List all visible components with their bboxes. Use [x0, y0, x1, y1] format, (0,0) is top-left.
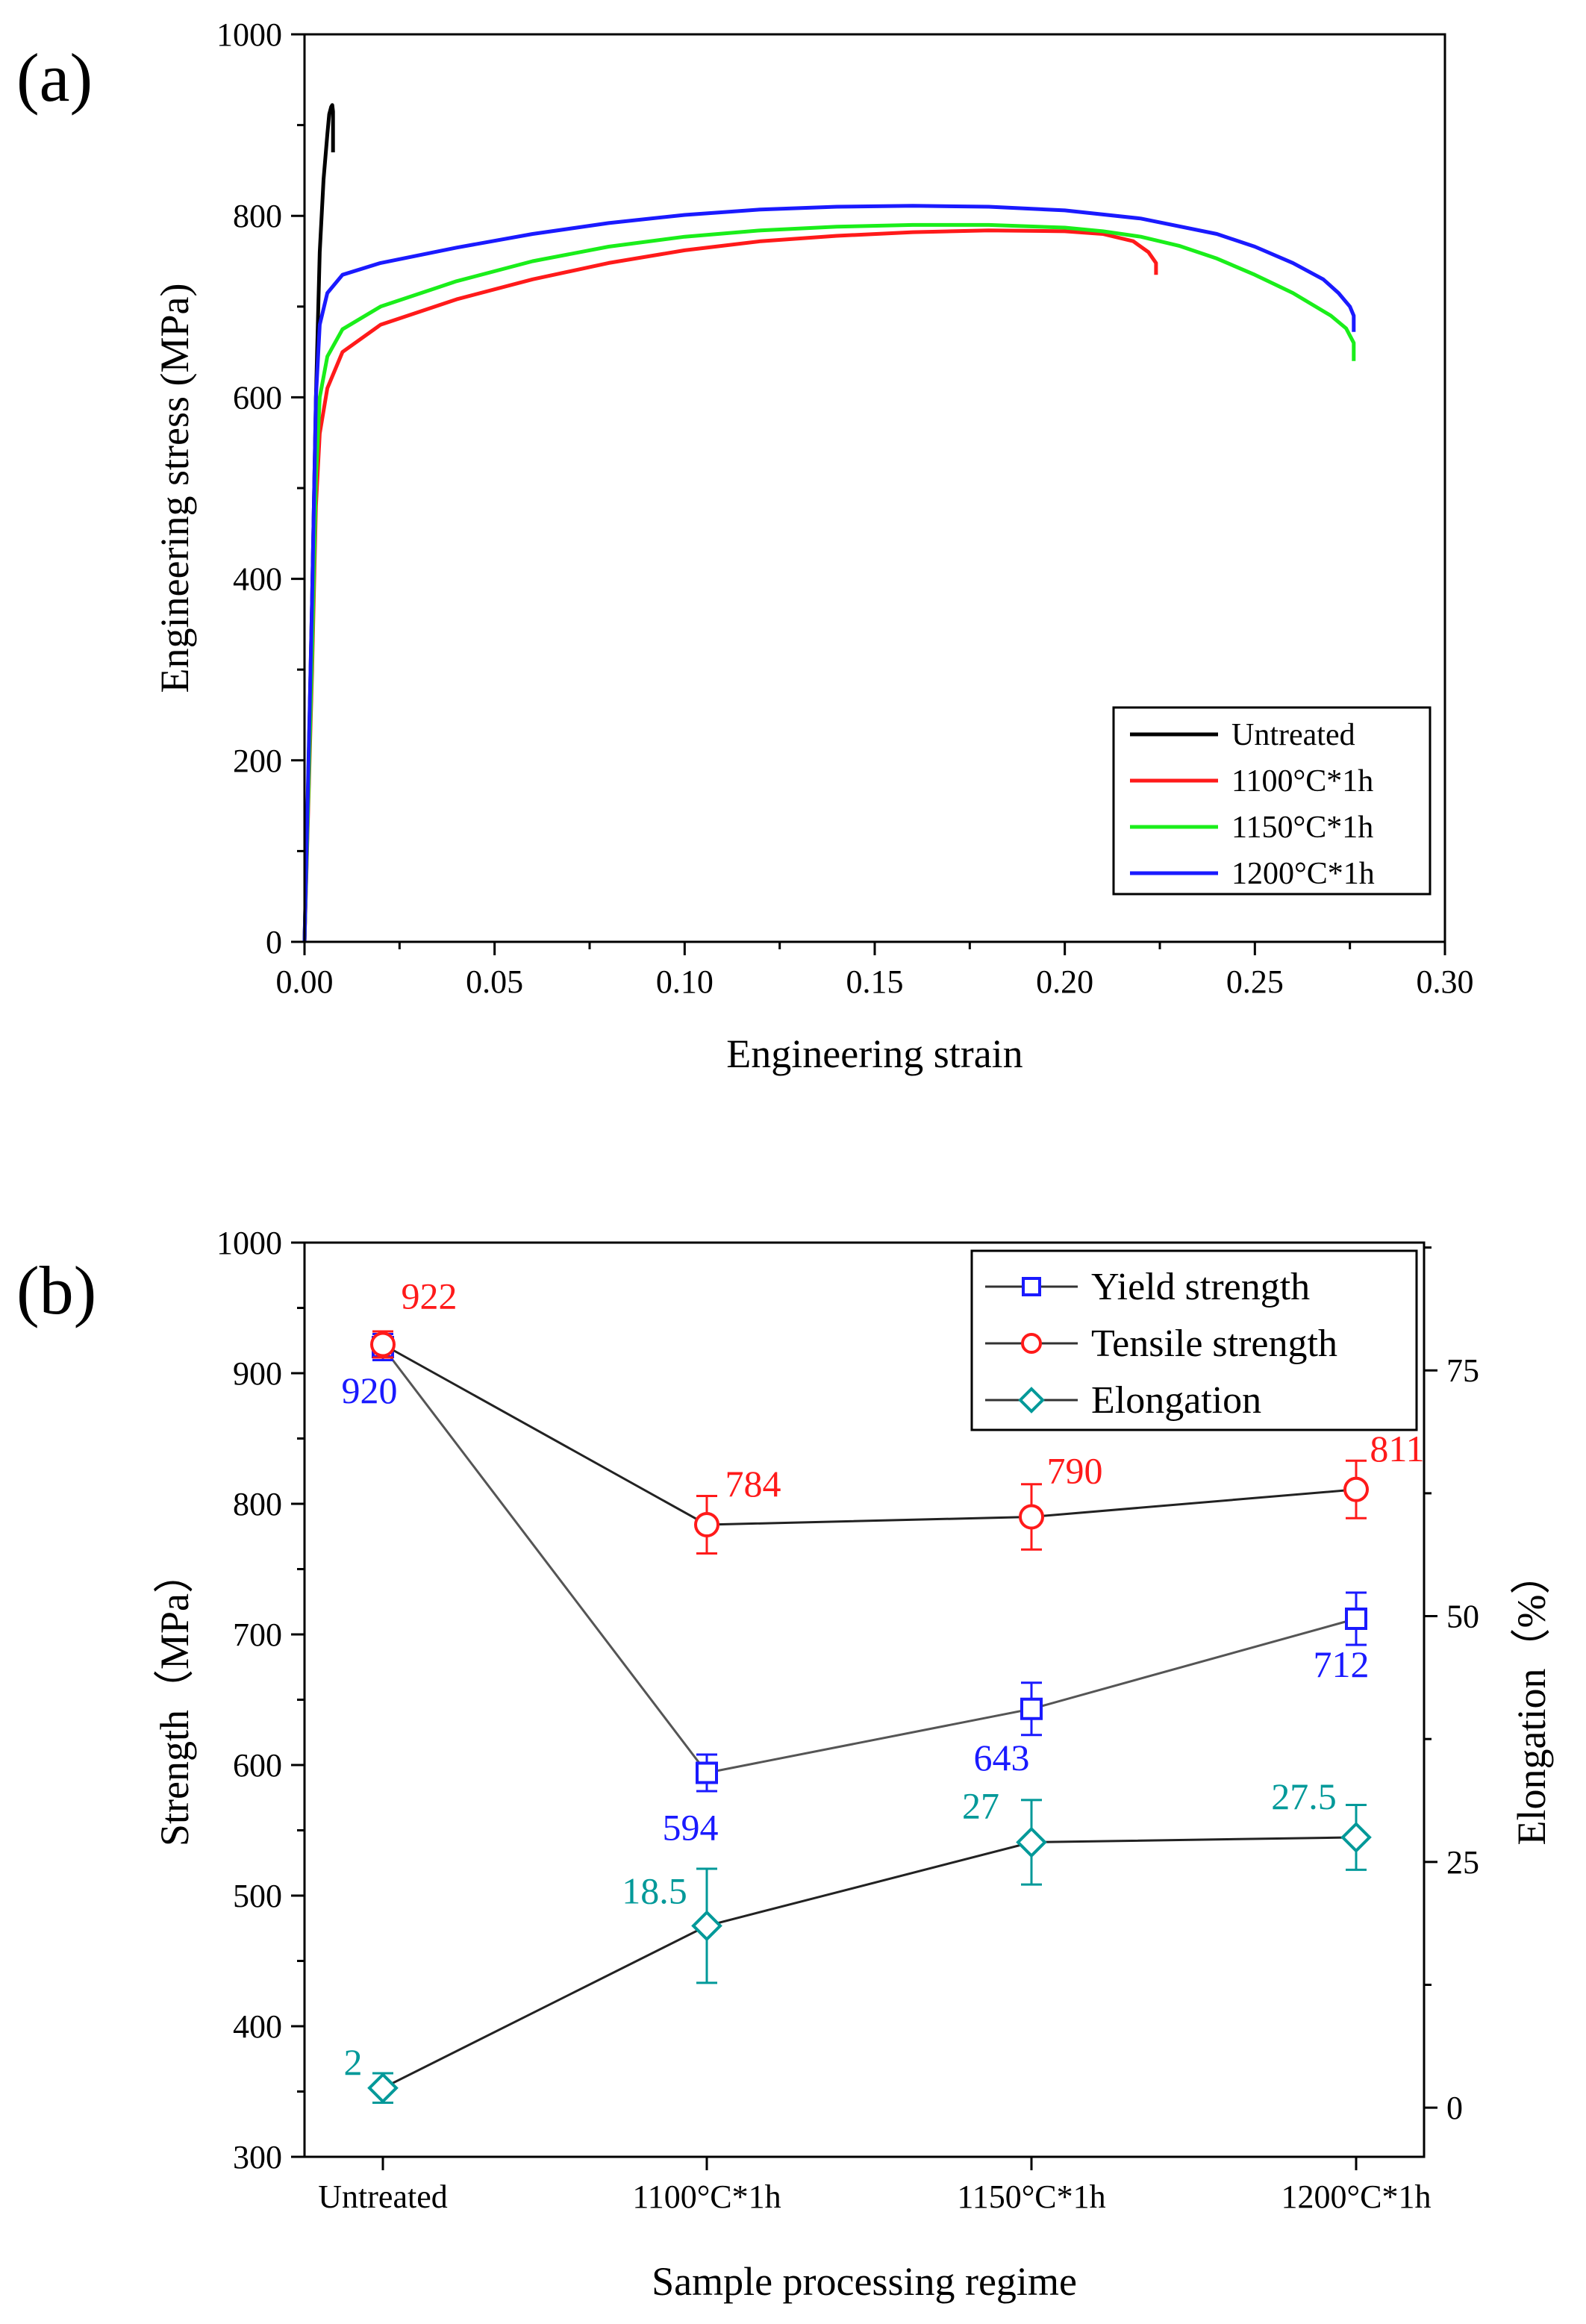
x-tick-label: Untreated — [318, 2178, 447, 2215]
data-point-diamond — [367, 2072, 399, 2104]
data-point-square — [1345, 1608, 1367, 1630]
data-point-square — [1020, 1697, 1043, 1720]
data-label: 594 — [663, 1807, 719, 1849]
legend-box — [1112, 706, 1432, 896]
y-tick-label: 900 — [233, 1355, 282, 1392]
y-tick-label: 400 — [233, 2008, 282, 2045]
data-point-circle — [370, 1331, 396, 1358]
series-line-1 — [382, 1343, 1357, 1526]
x-tick-label: 0.20 — [1036, 963, 1093, 1000]
y-tick-label: 500 — [233, 1878, 282, 1914]
series-line-2 — [302, 222, 1356, 943]
legend-label-2: Elongation — [1091, 1379, 1261, 1422]
y2-axis-title: Elongation（%） — [1509, 1555, 1554, 1846]
y-tick-label: 1000 — [216, 16, 282, 53]
panel-a-chart: (a) 0.00 0.05 0.10 0.15 0.20 0.25 0.30 0 200 400 60… — [16, 16, 1474, 1076]
data-label: 784 — [725, 1463, 781, 1505]
y2-tick-label: 50 — [1446, 1599, 1479, 1635]
data-point-circle — [1343, 1476, 1369, 1502]
data-label: 27.5 — [1271, 1775, 1337, 1817]
x-tick-label: 0.00 — [276, 963, 334, 1000]
x-tick-label: 1150°C*1h — [957, 2178, 1105, 2215]
x-tick-label: 1200°C*1h — [1281, 2178, 1432, 2215]
y-tick-label: 1000 — [216, 1225, 282, 1261]
series-line-1 — [302, 228, 1158, 943]
x-tick-label: 0.10 — [656, 963, 714, 1000]
legend-label-1: 1100°C*1h — [1231, 764, 1373, 799]
y-tick-label: 600 — [233, 379, 282, 416]
series-line-2 — [382, 1836, 1357, 2090]
data-point-circle — [694, 1512, 719, 1537]
data-point-square — [696, 1761, 718, 1784]
y2-tick-label: 0 — [1446, 2090, 1463, 2126]
x-tick-label: 0.25 — [1226, 963, 1284, 1000]
y2-tick-label: 75 — [1446, 1352, 1479, 1389]
x-tick-label: 0.05 — [466, 963, 523, 1000]
y2-tick-label: 25 — [1446, 1844, 1479, 1881]
data-label: 712 — [1314, 1643, 1370, 1685]
panel-b-chart: (b) 920 594 643 712 922 784 790 811 2 18.5 27 27.5 30… — [16, 1225, 1554, 2304]
x-axis-title: Sample processing regime — [652, 2259, 1077, 2304]
legend-label-2: 1150°C*1h — [1231, 810, 1373, 845]
x-tick-label: 0.15 — [846, 963, 904, 1000]
y-tick-label: 800 — [233, 1486, 282, 1522]
x-tick-label: 1100°C*1h — [632, 2178, 781, 2215]
data-point-diamond — [1016, 1826, 1047, 1858]
y-tick-label: 800 — [233, 198, 282, 234]
y-tick-label: 400 — [233, 561, 282, 598]
legend-label-0: Untreated — [1231, 718, 1355, 752]
y-tick-label: 0 — [266, 924, 282, 960]
data-label: 811 — [1370, 1428, 1424, 1469]
x-axis-title: Engineering strain — [726, 1031, 1023, 1076]
y-tick-label: 600 — [233, 1747, 282, 1784]
y-tick-label: 300 — [233, 2139, 282, 2175]
data-point-circle — [1019, 1504, 1044, 1530]
data-label: 27 — [962, 1784, 999, 1826]
series-line-0 — [381, 1346, 1357, 1775]
y-tick-label: 200 — [233, 743, 282, 779]
y-axis-title: Engineering stress (MPa) — [152, 284, 197, 693]
x-tick-label: 0.30 — [1417, 963, 1474, 1000]
y-axis-title: Strength（MPa） — [152, 1553, 197, 1846]
legend-label-1: Tensile strength — [1091, 1322, 1337, 1365]
data-point-diamond — [1340, 1822, 1372, 1853]
panel-label: (b) — [16, 1252, 96, 1328]
legend-label-3: 1200°C*1h — [1231, 857, 1375, 891]
series-line-3 — [302, 204, 1356, 943]
legend-marker-circle — [1021, 1333, 1042, 1354]
data-label: 790 — [1047, 1450, 1103, 1492]
data-label: 18.5 — [622, 1869, 687, 1911]
panel-label: (a) — [16, 40, 93, 116]
legend-label-0: Yield strength — [1091, 1266, 1310, 1308]
data-label: 643 — [974, 1737, 1030, 1778]
legend-marker-diamond — [1018, 1387, 1045, 1414]
legend-marker-square — [1022, 1277, 1041, 1296]
data-label: 2 — [344, 2041, 363, 2083]
data-label: 920 — [342, 1369, 398, 1411]
data-point-diamond — [691, 1910, 722, 1942]
y-tick-label: 700 — [233, 1617, 282, 1653]
data-label: 922 — [402, 1275, 458, 1317]
